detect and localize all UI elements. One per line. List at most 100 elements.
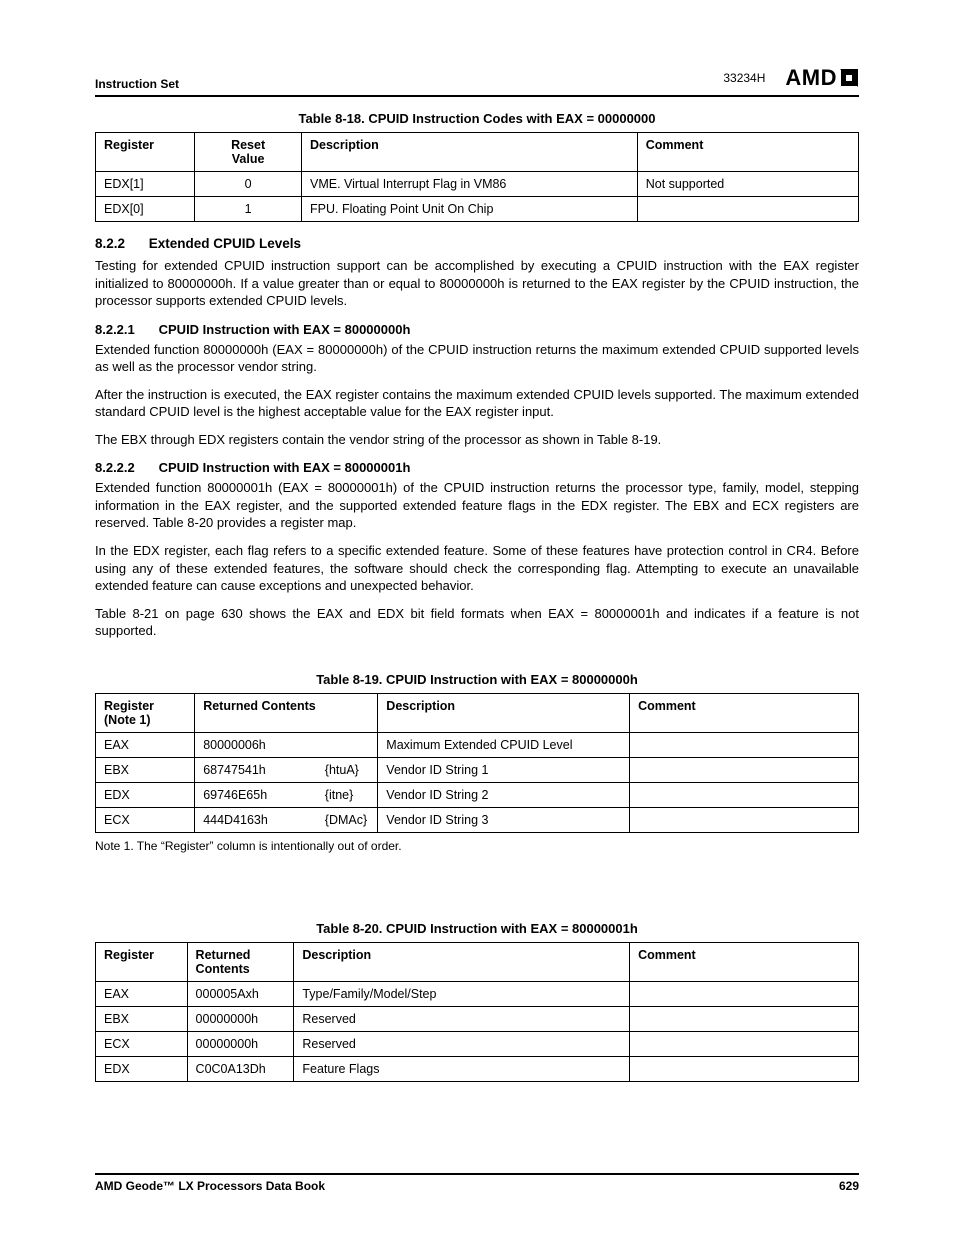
cell-c1: 69746E65h: [195, 782, 317, 807]
cell-desc: Type/Family/Model/Step: [294, 981, 630, 1006]
table-row: EDX[1] 0 VME. Virtual Interrupt Flag in …: [96, 172, 859, 197]
cell-comment: [630, 981, 859, 1006]
table-header-row: Register ReturnedContents Description Co…: [96, 942, 859, 981]
cell-ret: 00000000h: [187, 1006, 294, 1031]
footer-page-number: 629: [839, 1179, 859, 1193]
cell-comment: [630, 1006, 859, 1031]
cell-reg: EAX: [96, 981, 188, 1006]
th-comment: Comment: [630, 942, 859, 981]
heading-title: CPUID Instruction with EAX = 80000001h: [159, 460, 411, 475]
header-doc-number: 33234H: [723, 71, 765, 85]
table20-caption: Table 8-20. CPUID Instruction with EAX =…: [95, 921, 859, 936]
table19-note: Note 1. The “Register” column is intenti…: [95, 839, 859, 853]
cell-desc: Vendor ID String 3: [378, 807, 630, 832]
table-header-row: Register(Note 1) Returned Contents Descr…: [96, 693, 859, 732]
cell-comment: [630, 732, 859, 757]
table19-caption: Table 8-19. CPUID Instruction with EAX =…: [95, 672, 859, 687]
cell-comment: [637, 197, 858, 222]
heading-num: 8.2.2.1: [95, 322, 155, 337]
table18-caption: Table 8-18. CPUID Instruction Codes with…: [95, 111, 859, 126]
cell-c1: 80000006h: [195, 732, 317, 757]
table19: Register(Note 1) Returned Contents Descr…: [95, 693, 859, 833]
table-row: EDX C0C0A13Dh Feature Flags: [96, 1056, 859, 1081]
para-822: Testing for extended CPUID instruction s…: [95, 257, 859, 310]
page-header: Instruction Set 33234H AMD: [95, 65, 859, 97]
table-row: ECX 00000000h Reserved: [96, 1031, 859, 1056]
cell-reg: EAX: [96, 732, 195, 757]
cell-desc: Maximum Extended CPUID Level: [378, 732, 630, 757]
table19-body: EAX 80000006h Maximum Extended CPUID Lev…: [96, 732, 859, 832]
table18-body: EDX[1] 0 VME. Virtual Interrupt Flag in …: [96, 172, 859, 222]
heading-8222: 8.2.2.2 CPUID Instruction with EAX = 800…: [95, 460, 859, 475]
cell-c2: {itne}: [317, 782, 378, 807]
table18: Register ResetValue Description Comment …: [95, 132, 859, 222]
para-8222-3: Table 8-21 on page 630 shows the EAX and…: [95, 605, 859, 640]
heading-822: 8.2.2 Extended CPUID Levels: [95, 236, 859, 251]
heading-title: Extended CPUID Levels: [149, 236, 301, 251]
cell-c2: [317, 732, 378, 757]
th-register: Register: [96, 942, 188, 981]
th-returned: Returned Contents: [195, 693, 378, 732]
cell-reg: EDX: [96, 782, 195, 807]
th-reset: ResetValue: [195, 133, 302, 172]
cell-comment: Not supported: [637, 172, 858, 197]
th-comment: Comment: [630, 693, 859, 732]
table20: Register ReturnedContents Description Co…: [95, 942, 859, 1082]
cell-reg: EDX[1]: [96, 172, 195, 197]
para-8221-3: The EBX through EDX registers contain th…: [95, 431, 859, 449]
cell-reg: ECX: [96, 1031, 188, 1056]
table-row: EDX 69746E65h {itne} Vendor ID String 2: [96, 782, 859, 807]
th-register: Register: [96, 133, 195, 172]
table-row: EAX 000005Axh Type/Family/Model/Step: [96, 981, 859, 1006]
para-8221-2: After the instruction is executed, the E…: [95, 386, 859, 421]
th-returned: ReturnedContents: [187, 942, 294, 981]
header-right-group: 33234H AMD: [723, 65, 859, 91]
page-footer: AMD Geode™ LX Processors Data Book 629: [95, 1173, 859, 1193]
cell-comment: [630, 1056, 859, 1081]
cell-reg: EDX: [96, 1056, 188, 1081]
cell-reset: 0: [195, 172, 302, 197]
para-8222-1: Extended function 80000001h (EAX = 80000…: [95, 479, 859, 532]
cell-comment: [630, 1031, 859, 1056]
cell-c2: {DMAc}: [317, 807, 378, 832]
cell-desc: Vendor ID String 1: [378, 757, 630, 782]
cell-reg: EBX: [96, 1006, 188, 1031]
table-header-row: Register ResetValue Description Comment: [96, 133, 859, 172]
heading-num: 8.2.2.2: [95, 460, 155, 475]
cell-c1: 68747541h: [195, 757, 317, 782]
cell-ret: 000005Axh: [187, 981, 294, 1006]
heading-num: 8.2.2: [95, 236, 145, 251]
cell-desc: FPU. Floating Point Unit On Chip: [302, 197, 638, 222]
cell-ret: 00000000h: [187, 1031, 294, 1056]
cell-reg: EBX: [96, 757, 195, 782]
para-8221-1: Extended function 80000000h (EAX = 80000…: [95, 341, 859, 376]
amd-logo-text: AMD: [785, 65, 837, 91]
th-comment: Comment: [637, 133, 858, 172]
footer-book-title: AMD Geode™ LX Processors Data Book: [95, 1179, 325, 1193]
cell-desc: Vendor ID String 2: [378, 782, 630, 807]
cell-comment: [630, 757, 859, 782]
cell-reg: EDX[0]: [96, 197, 195, 222]
cell-comment: [630, 807, 859, 832]
th-description: Description: [302, 133, 638, 172]
para-8222-2: In the EDX register, each flag refers to…: [95, 542, 859, 595]
cell-desc: Feature Flags: [294, 1056, 630, 1081]
amd-logo-icon: [839, 68, 859, 88]
th-description: Description: [294, 942, 630, 981]
table-row: ECX 444D4163h {DMAc} Vendor ID String 3: [96, 807, 859, 832]
header-section-title: Instruction Set: [95, 77, 179, 91]
cell-c1: 444D4163h: [195, 807, 317, 832]
table-row: EDX[0] 1 FPU. Floating Point Unit On Chi…: [96, 197, 859, 222]
heading-title: CPUID Instruction with EAX = 80000000h: [159, 322, 411, 337]
table-row: EAX 80000006h Maximum Extended CPUID Lev…: [96, 732, 859, 757]
cell-reset: 1: [195, 197, 302, 222]
cell-ret: C0C0A13Dh: [187, 1056, 294, 1081]
heading-8221: 8.2.2.1 CPUID Instruction with EAX = 800…: [95, 322, 859, 337]
cell-reg: ECX: [96, 807, 195, 832]
amd-logo: AMD: [785, 65, 859, 91]
cell-desc: Reserved: [294, 1031, 630, 1056]
cell-c2: {htuA}: [317, 757, 378, 782]
table20-body: EAX 000005Axh Type/Family/Model/Step EBX…: [96, 981, 859, 1081]
cell-desc: VME. Virtual Interrupt Flag in VM86: [302, 172, 638, 197]
table-row: EBX 00000000h Reserved: [96, 1006, 859, 1031]
